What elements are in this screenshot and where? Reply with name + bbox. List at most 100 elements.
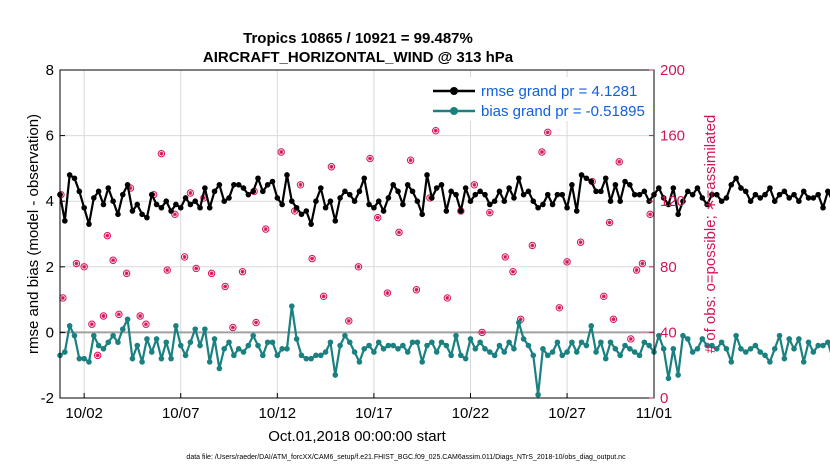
rmse-point bbox=[72, 175, 78, 181]
bias-point bbox=[685, 336, 691, 342]
bias-point bbox=[400, 343, 406, 349]
rmse-point bbox=[328, 198, 334, 204]
rmse-point bbox=[579, 172, 585, 178]
rmse-point bbox=[477, 189, 483, 195]
bias-point bbox=[617, 353, 623, 359]
rmse-point bbox=[608, 198, 614, 204]
rmse-point bbox=[390, 182, 396, 188]
y-right-tick-label: 80 bbox=[660, 259, 677, 276]
rmse-point bbox=[366, 202, 372, 208]
bias-point bbox=[91, 333, 97, 339]
rmse-point bbox=[772, 198, 778, 204]
bias-point bbox=[105, 339, 111, 345]
rmse-point bbox=[656, 185, 662, 191]
bias-point bbox=[743, 349, 749, 355]
bias-point bbox=[197, 343, 203, 349]
bias-point bbox=[545, 353, 551, 359]
obs-assimilated-marker bbox=[540, 150, 544, 154]
obs-assimilated-marker bbox=[144, 322, 148, 326]
rmse-point bbox=[463, 185, 469, 191]
rmse-point bbox=[444, 208, 450, 214]
rmse-point bbox=[574, 208, 580, 214]
bias-point bbox=[67, 323, 73, 329]
bias-point bbox=[434, 349, 440, 355]
rmse-point bbox=[492, 198, 498, 204]
rmse-point bbox=[613, 182, 619, 188]
bias-point bbox=[192, 326, 198, 332]
obs-assimilated-marker bbox=[173, 212, 177, 216]
rmse-point bbox=[231, 182, 237, 188]
rmse-point bbox=[323, 205, 329, 211]
chart-title-line-1: Tropics 10865 / 10921 = 99.487% bbox=[243, 30, 473, 47]
rmse-point bbox=[400, 202, 406, 208]
bias-point bbox=[796, 336, 802, 342]
obs-assimilated-marker bbox=[347, 319, 351, 323]
y-right-tick-label: 40 bbox=[660, 324, 677, 341]
obs-assimilated-marker bbox=[480, 330, 484, 334]
bias-point bbox=[342, 333, 348, 339]
bias-point bbox=[260, 353, 266, 359]
rmse-point bbox=[757, 195, 763, 201]
rmse-point bbox=[511, 195, 517, 201]
y-left-tick-label: -2 bbox=[41, 390, 54, 407]
obs-assimilated-marker bbox=[138, 314, 142, 318]
bias-point bbox=[284, 346, 290, 352]
obs-assimilated-marker bbox=[617, 160, 621, 164]
rmse-point bbox=[569, 182, 575, 188]
bias-point bbox=[178, 343, 184, 349]
bias-point bbox=[786, 336, 792, 342]
obs-assimilated-marker bbox=[111, 258, 115, 262]
bias-point bbox=[168, 356, 174, 362]
chart-title-line-2: AIRCRAFT_HORIZONTAL_WIND @ 313 hPa bbox=[203, 49, 514, 66]
bias-point bbox=[159, 356, 165, 362]
obs-assimilated-marker bbox=[264, 227, 268, 231]
rmse-point bbox=[632, 192, 638, 198]
rmse-point bbox=[724, 195, 730, 201]
obs-assimilated-marker bbox=[254, 321, 258, 325]
rmse-point bbox=[81, 205, 87, 211]
bias-point bbox=[221, 346, 227, 352]
x-tick-label: 10/27 bbox=[548, 405, 586, 422]
rmse-point bbox=[260, 189, 266, 195]
obs-assimilated-marker bbox=[310, 257, 314, 261]
bias-point bbox=[492, 353, 498, 359]
rmse-point bbox=[588, 179, 594, 185]
obs-assimilated-marker bbox=[96, 353, 100, 357]
bias-point bbox=[535, 392, 541, 398]
rmse-point bbox=[115, 212, 121, 218]
bias-point bbox=[299, 353, 305, 359]
bias-point bbox=[690, 349, 696, 355]
rmse-point bbox=[410, 189, 416, 195]
bias-point bbox=[188, 339, 194, 345]
bias-point bbox=[593, 349, 599, 355]
rmse-point bbox=[497, 189, 503, 195]
bias-point bbox=[308, 356, 314, 362]
bias-point bbox=[487, 349, 493, 355]
bias-point bbox=[477, 339, 483, 345]
bias-point bbox=[675, 372, 681, 378]
rmse-point bbox=[332, 218, 338, 224]
bias-point bbox=[463, 356, 469, 362]
obs-assimilated-marker bbox=[90, 322, 94, 326]
obs-assimilated-marker bbox=[414, 288, 418, 292]
obs-assimilated-marker bbox=[409, 158, 413, 162]
obs-assimilated-marker bbox=[329, 165, 333, 169]
obs-assimilated-marker bbox=[125, 271, 129, 275]
rmse-point bbox=[77, 189, 83, 195]
rmse-point bbox=[564, 205, 570, 211]
rmse-point bbox=[458, 208, 464, 214]
obs-assimilated-marker bbox=[82, 265, 86, 269]
rmse-point bbox=[439, 182, 445, 188]
bias-point bbox=[724, 346, 730, 352]
bias-point bbox=[357, 359, 363, 365]
rmse-point bbox=[178, 205, 184, 211]
obs-count-markers bbox=[58, 127, 654, 358]
bias-point bbox=[767, 359, 773, 365]
bias-point bbox=[579, 339, 585, 345]
obs-assimilated-marker bbox=[188, 191, 192, 195]
rmse-point bbox=[516, 175, 522, 181]
obs-assimilated-marker bbox=[101, 314, 105, 318]
rmse-point bbox=[786, 195, 792, 201]
bias-point bbox=[139, 359, 145, 365]
bias-point bbox=[666, 376, 672, 382]
